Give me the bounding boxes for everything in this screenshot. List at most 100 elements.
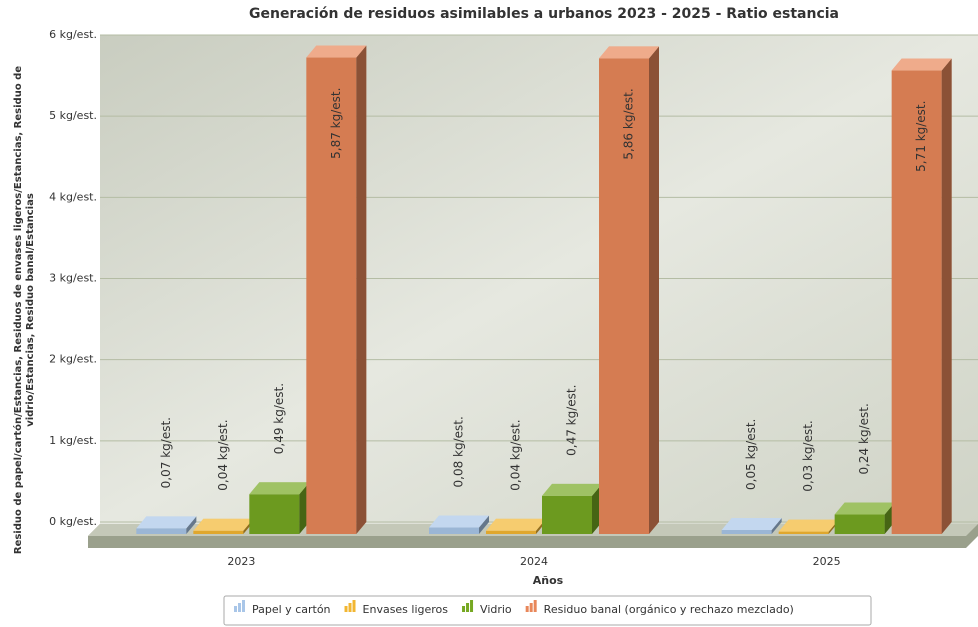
bar-side [479,515,489,534]
bar-top [193,518,254,531]
y-axis-title: Residuo de papel/cartón/Estancias, Resid… [12,66,36,554]
bar-shade [193,530,244,534]
y-tick-label: 3 kg/est. [49,272,97,285]
bar-side [941,58,952,535]
plot-background [100,35,978,525]
chart-title: Generación de residuos asimilables a urb… [249,6,839,22]
bar-top [249,482,310,495]
bar [834,514,885,534]
bar-top-light [599,46,659,59]
bar-top-light [542,483,602,496]
value-label: 0,04 kg/est. [509,419,523,490]
x-tick-label: 2025 [813,555,841,568]
bar-shade [429,527,479,534]
bar-side-shade [771,517,782,534]
y-tick-label: 2 kg/est. [49,353,97,366]
legend-icon [348,603,352,612]
bar-shade [542,495,592,534]
value-label: 0,47 kg/est. [565,385,579,456]
bar-side-shade [479,515,489,534]
bar-top-light [486,518,546,531]
bar-top [721,517,782,530]
legend-icon [525,606,529,612]
bar [891,70,942,534]
bar [721,529,772,534]
y-axis-title-line: Residuo de papel/cartón/Estancias, Resid… [12,66,24,554]
bar-top [306,45,367,58]
bar [306,57,357,534]
legend-label: Papel y cartón [252,603,331,616]
y-tick-label: 6 kg/est. [49,28,97,41]
bar-shade [249,494,300,534]
y-tick-label: 0 kg/est. [49,515,97,528]
bar-top [778,519,839,532]
legend-icon [533,600,537,612]
value-label: 5,86 kg/est. [622,88,636,159]
bar-top-light [721,517,782,530]
legend-icon [529,603,533,612]
y-tick-label: 1 kg/est. [49,434,97,447]
bar-top-light [193,518,254,531]
value-label: 0,04 kg/est. [216,419,230,490]
legend-icon [470,600,474,612]
x-tick-label: 2023 [227,555,255,568]
bar-side [649,46,659,534]
value-label: 0,49 kg/est. [272,383,286,454]
value-label: 0,24 kg/est. [857,403,871,474]
bar-shade [721,529,772,534]
bar-side [356,45,367,534]
legend-icon [238,603,241,612]
legend-box [223,595,872,626]
bar-side-shade [941,58,952,535]
bar [429,527,479,534]
legend-icon [466,603,470,612]
bar-top-light [778,519,839,532]
y-tick-label: 5 kg/est. [49,109,97,122]
bar-top [542,483,602,496]
value-label: 5,87 kg/est. [329,88,343,159]
bar-shade [599,58,649,534]
bar-shade [834,514,885,534]
value-label: 0,07 kg/est. [159,417,173,488]
bar-side-shade [356,45,367,534]
bar-top [834,502,895,515]
bar-top [599,46,659,59]
bar-top-light [136,516,197,529]
legend-label: Residuo banal (orgánico y rechazo mezcla… [544,603,794,616]
bar [136,528,187,534]
bar-side [186,516,197,534]
bar-top [136,516,197,529]
legend-label: Vidrio [480,603,512,616]
value-label: 0,08 kg/est. [452,416,466,487]
bar-top-light [429,515,489,528]
legend-icon [344,606,348,612]
value-label: 0,03 kg/est. [801,420,815,491]
legend-icon [234,606,237,612]
bar-shade [891,70,942,534]
bar-shade [778,531,829,534]
bar [249,494,300,534]
legend-label: Envases ligeros [363,603,449,616]
x-axis-title: Años [533,574,564,587]
bar-top-light [834,502,895,515]
y-axis-title-line: vidrio/Estancias, Residuo banal/Estancia… [25,193,36,427]
legend-icon [462,606,466,612]
bar-top [429,515,489,528]
bar-shade [486,530,536,534]
bar [542,495,592,534]
bar-top-light [249,482,310,495]
bar-top [891,58,952,71]
value-label: 5,71 kg/est. [914,101,928,172]
legend-icon [242,600,245,612]
bar-side [771,517,782,534]
bar-side-shade [186,516,197,534]
bar-top-light [306,45,367,58]
x-tick-label: 2024 [520,555,548,568]
value-label: 0,05 kg/est. [744,419,758,490]
bar [599,58,649,534]
bar [193,530,244,534]
bar-top-light [891,58,952,71]
bar-side-shade [649,46,659,534]
bar-shade [136,528,187,534]
